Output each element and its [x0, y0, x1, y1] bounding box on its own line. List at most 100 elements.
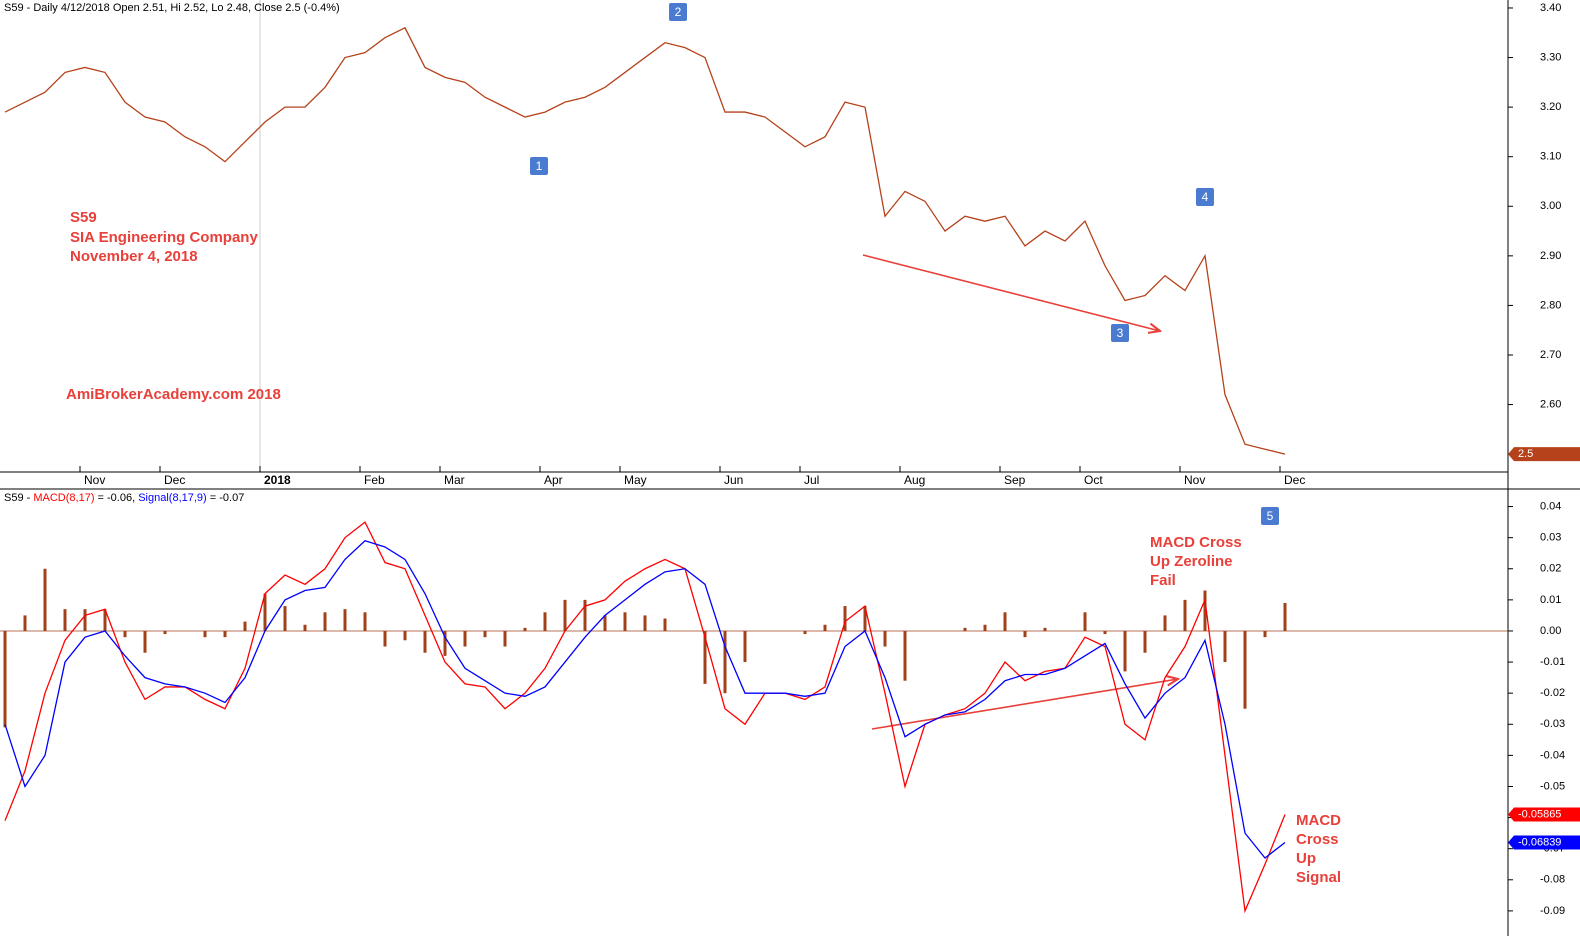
histogram-bar [823, 624, 827, 631]
annotation: Cross [1296, 831, 1339, 848]
y-tick-label: 2.60 [1540, 398, 1561, 410]
histogram-bar [423, 630, 427, 653]
x-tick-label: Oct [1084, 473, 1103, 487]
marker-label: 3 [1117, 326, 1124, 340]
trend-arrow [871, 679, 1178, 730]
x-tick-label: Nov [1184, 473, 1205, 487]
legend-readout: = -0.07 [207, 492, 245, 504]
annotation: SIA Engineering Company [70, 229, 258, 246]
histogram-bar [603, 615, 607, 631]
x-tick-label: 2018 [264, 473, 291, 487]
marker-box [530, 157, 548, 175]
annotation: MACD [1296, 812, 1341, 829]
legend-name: Signal(8,17,9) [138, 492, 207, 504]
histogram-bar [283, 606, 287, 631]
y-tick-label: -0.04 [1540, 749, 1565, 761]
x-tick-label: Apr [544, 473, 563, 487]
histogram-bar [363, 612, 367, 631]
histogram-bar [1183, 599, 1187, 631]
histogram-bar [1003, 612, 1007, 631]
histogram-bar [623, 612, 627, 631]
histogram-bar [1083, 612, 1087, 631]
histogram-bar [403, 630, 407, 641]
histogram-bar [883, 630, 887, 647]
histogram-bar [1223, 630, 1227, 663]
y-tick-label: 3.00 [1540, 200, 1561, 212]
histogram-bar [103, 609, 107, 631]
histogram-bar [463, 630, 467, 647]
histogram-bar [383, 630, 387, 647]
histogram-bar [1243, 630, 1247, 709]
last-value-label: -0.06839 [1518, 836, 1561, 848]
histogram-bar [903, 630, 907, 681]
histogram-bar [323, 612, 327, 631]
y-tick-label: -0.02 [1540, 687, 1565, 699]
histogram-bar [983, 624, 987, 631]
histogram-bar [863, 606, 867, 631]
histogram-bar [743, 630, 747, 663]
histogram-bar [343, 609, 347, 631]
y-tick-label: 3.20 [1540, 101, 1561, 113]
histogram-bar [1123, 630, 1127, 672]
annotation: November 4, 2018 [70, 248, 198, 265]
annotation: Signal [1296, 869, 1341, 886]
histogram-bar [63, 609, 67, 631]
histogram-bar [1283, 602, 1287, 631]
histogram-bar [703, 630, 707, 684]
annotation: MACD Cross [1150, 534, 1242, 551]
y-tick-label: 0.03 [1540, 532, 1561, 544]
marker-box [669, 3, 687, 21]
y-tick-label: -0.01 [1540, 656, 1565, 668]
histogram-bar [123, 630, 127, 638]
chart-title: S59 - Daily 4/12/2018 Open 2.51, Hi 2.52… [4, 2, 340, 14]
marker-label: 5 [1267, 509, 1274, 523]
y-tick-label: 3.40 [1540, 2, 1561, 14]
marker-box [1261, 507, 1279, 525]
x-tick-label: Jun [724, 473, 743, 487]
y-tick-label: 2.70 [1540, 349, 1561, 361]
y-tick-label: 0.02 [1540, 563, 1561, 575]
histogram-bar [263, 593, 267, 631]
annotation: Up [1296, 850, 1316, 867]
trend-arrow [862, 254, 1160, 331]
histogram-bar [963, 627, 967, 631]
histogram-bar [483, 630, 487, 638]
y-tick-label: -0.09 [1540, 905, 1565, 917]
histogram-bar [1043, 627, 1047, 631]
legend-readout: = -0.06, [94, 492, 138, 504]
histogram-bar [843, 606, 847, 631]
x-tick-label: Aug [904, 473, 925, 487]
annotation: Up Zeroline [1150, 553, 1233, 570]
histogram-bar [523, 627, 527, 631]
histogram-bar [563, 599, 567, 631]
histogram-bar [23, 615, 27, 631]
last-value-label: -0.05865 [1518, 808, 1561, 820]
y-tick-label: 0.00 [1540, 625, 1561, 637]
histogram-bar [643, 615, 647, 631]
histogram-bar [203, 630, 207, 638]
x-tick-label: May [624, 473, 647, 487]
marker-label: 2 [675, 5, 682, 19]
histogram-bar [243, 621, 247, 631]
histogram-bar [303, 624, 307, 631]
x-tick-label: Dec [1284, 473, 1305, 487]
histogram-bar [143, 630, 147, 653]
histogram-bar [3, 630, 7, 728]
histogram-bar [503, 630, 507, 647]
y-tick-label: 0.01 [1540, 594, 1561, 606]
histogram-bar [803, 630, 807, 635]
y-tick-label: 0.04 [1540, 500, 1561, 512]
histogram-bar [1103, 630, 1107, 635]
y-tick-label: 2.90 [1540, 250, 1561, 262]
annotation: AmiBrokerAcademy.com 2018 [66, 386, 281, 403]
histogram-bar [583, 599, 587, 631]
last-value-badge [1508, 447, 1580, 462]
y-tick-label: -0.03 [1540, 718, 1565, 730]
histogram-bar [163, 630, 167, 635]
x-tick-label: Jul [804, 473, 819, 487]
histogram-bar [1203, 590, 1207, 631]
macd-line [4, 540, 1286, 859]
histogram-bar [83, 609, 87, 631]
